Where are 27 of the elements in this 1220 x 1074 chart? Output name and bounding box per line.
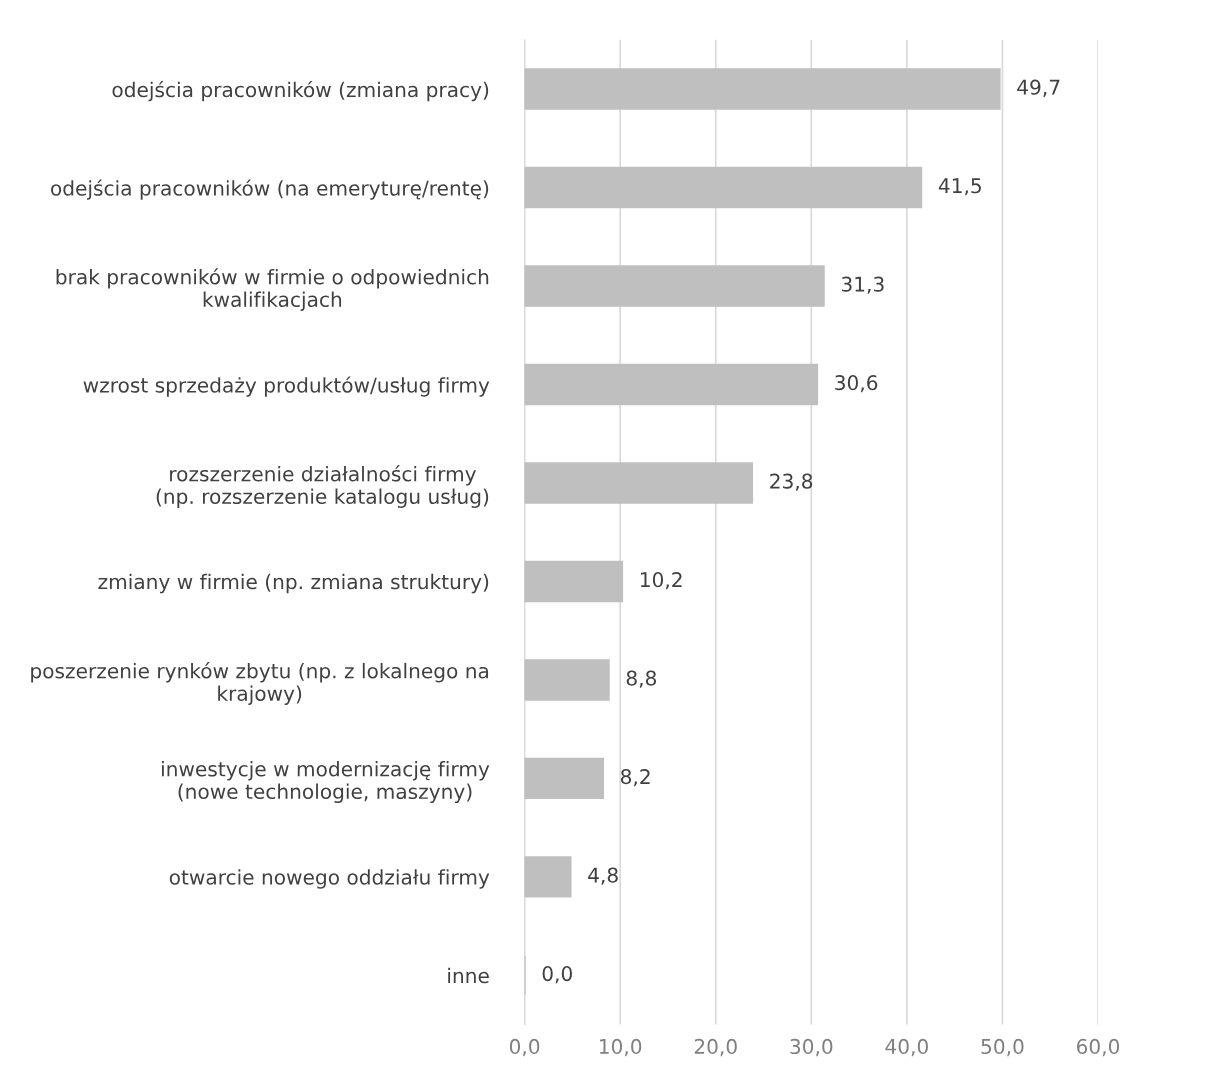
y-tick-label: brak pracowników w firmie o odpowiednich kwalifikacjach bbox=[56, 268, 489, 311]
data-label: 8,2 bbox=[621, 768, 650, 787]
data-label: 23,8 bbox=[770, 473, 813, 491]
x-tick-label: 30,0 bbox=[790, 1038, 833, 1057]
y-tick-label: wzrost sprzedaży produktów/usług firmy bbox=[83, 376, 490, 397]
data-label: 49,7 bbox=[1017, 79, 1060, 97]
y-tick-label: otwarcie nowego oddziału firmy bbox=[169, 869, 490, 889]
data-label: 4,8 bbox=[588, 867, 618, 885]
y-tick-label: poszerzenie rynków zbytu (np. z lokalnego na krajowy) bbox=[31, 662, 489, 705]
x-tick-label: 10,0 bbox=[599, 1038, 642, 1057]
x-tick-label: 50,0 bbox=[981, 1038, 1024, 1057]
y-tick-label: zmiany w firmie (np. zmiana struktury) bbox=[98, 573, 489, 594]
data-label: 0,0 bbox=[542, 965, 572, 984]
x-tick-label: 40,0 bbox=[885, 1038, 928, 1057]
x-tick-label: 0,0 bbox=[509, 1038, 540, 1057]
y-tick-label: odejścia pracowników (zmiana pracy) bbox=[112, 80, 489, 102]
data-label: 30,6 bbox=[835, 375, 878, 393]
y-tick-label: rozszerzenie działalności firmy (np. rozszerzenie katalogu usług) bbox=[156, 465, 489, 508]
data-label: 41,5 bbox=[938, 178, 981, 196]
y-tick-label: odejścia pracowników (na emeryturę/rentę) bbox=[51, 179, 489, 200]
data-label: 10,2 bbox=[640, 572, 682, 590]
data-label: 31,3 bbox=[841, 276, 884, 294]
y-tick-label: inwestycje w modernizację firmy (nowe technologie, maszyny) bbox=[162, 760, 490, 804]
x-tick-label: 20,0 bbox=[694, 1038, 737, 1057]
data-label: 8,8 bbox=[626, 670, 657, 688]
y-tick-label: inne bbox=[448, 967, 489, 984]
x-tick-label: 60,0 bbox=[1076, 1038, 1120, 1057]
